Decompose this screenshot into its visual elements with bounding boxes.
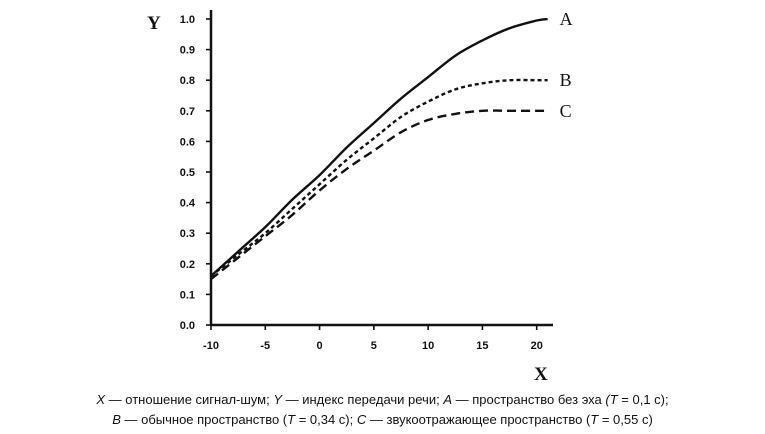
x-tick-label: 0 xyxy=(317,340,323,352)
caption-segment: = 0,34 с); xyxy=(295,412,357,427)
caption-line-2: B — обычное пространство (T = 0,34 с); C… xyxy=(0,412,765,427)
y-tick-label: 0.9 xyxy=(180,45,195,57)
caption-segment: C xyxy=(356,412,367,427)
y-tick-label: 0.4 xyxy=(180,198,196,210)
chart-labels: A BC xyxy=(560,9,573,121)
x-tick-label: 10 xyxy=(422,340,434,352)
caption-segment: — пространство без эха xyxy=(452,392,606,407)
x-axis-title: X xyxy=(534,364,548,385)
series-lines xyxy=(210,17,548,281)
caption-segment: Y xyxy=(273,392,282,407)
caption-segment: X xyxy=(96,392,106,407)
series-label-b: B xyxy=(560,70,572,90)
x-tick-label: 20 xyxy=(531,340,543,352)
series-label-c: C xyxy=(560,101,572,121)
series-label-a: A xyxy=(560,9,573,29)
caption-segment: = 0,1 с); xyxy=(617,392,669,407)
y-tick-label: 0.1 xyxy=(180,289,195,301)
x-tick-label: 5 xyxy=(371,340,377,352)
caption-segment: — обычное пространство ( xyxy=(120,412,288,427)
x-tick-label: 15 xyxy=(476,340,488,352)
caption-segment: — индекс передачи речи; xyxy=(281,392,444,407)
y-tick-label: 0.7 xyxy=(180,106,195,118)
series-line-b xyxy=(210,78,548,277)
caption-segment: — звукоотражающее пространство ( xyxy=(366,412,591,427)
y-axis-title: Y xyxy=(147,13,161,34)
y-tick-label: 0.2 xyxy=(180,259,195,271)
axes xyxy=(209,10,553,327)
y-tick-label: 0.3 xyxy=(180,228,195,240)
caption-segment: = 0,55 с) xyxy=(598,412,653,427)
series-line-c xyxy=(210,109,548,281)
x-tick-label: -5 xyxy=(260,340,270,352)
y-tick-label: 0.0 xyxy=(180,320,195,332)
caption-segment: B xyxy=(112,412,121,427)
caption-segment: T xyxy=(287,412,296,427)
y-tick-label: 0.8 xyxy=(180,75,195,87)
caption-segment: (T xyxy=(605,392,618,407)
series-line-a xyxy=(210,17,548,277)
caption-line-1: X — отношение сигнал-шум; Y — индекс пер… xyxy=(0,392,765,407)
caption-segment: — отношение сигнал-шум; xyxy=(105,392,274,407)
caption-segment: T xyxy=(590,412,599,427)
caption-segment: A xyxy=(443,392,452,407)
y-tick-label: 0.6 xyxy=(180,136,195,148)
y-tick-label: 0.5 xyxy=(180,167,195,179)
x-tick-label: -10 xyxy=(203,340,219,352)
y-tick-label: 1.0 xyxy=(180,14,195,26)
tick-marks: 0.0 0.1 0.2 0.3 0.4 0.5 0.6 0.7 0.8 0.9 1.0 -10 -5 0 5… xyxy=(180,14,543,352)
chart: 0.0 0.1 0.2 0.3 0.4 0.5 0.6 0.7 0.8 0.9 1.0 -10 -5 0 5… xyxy=(147,9,573,385)
